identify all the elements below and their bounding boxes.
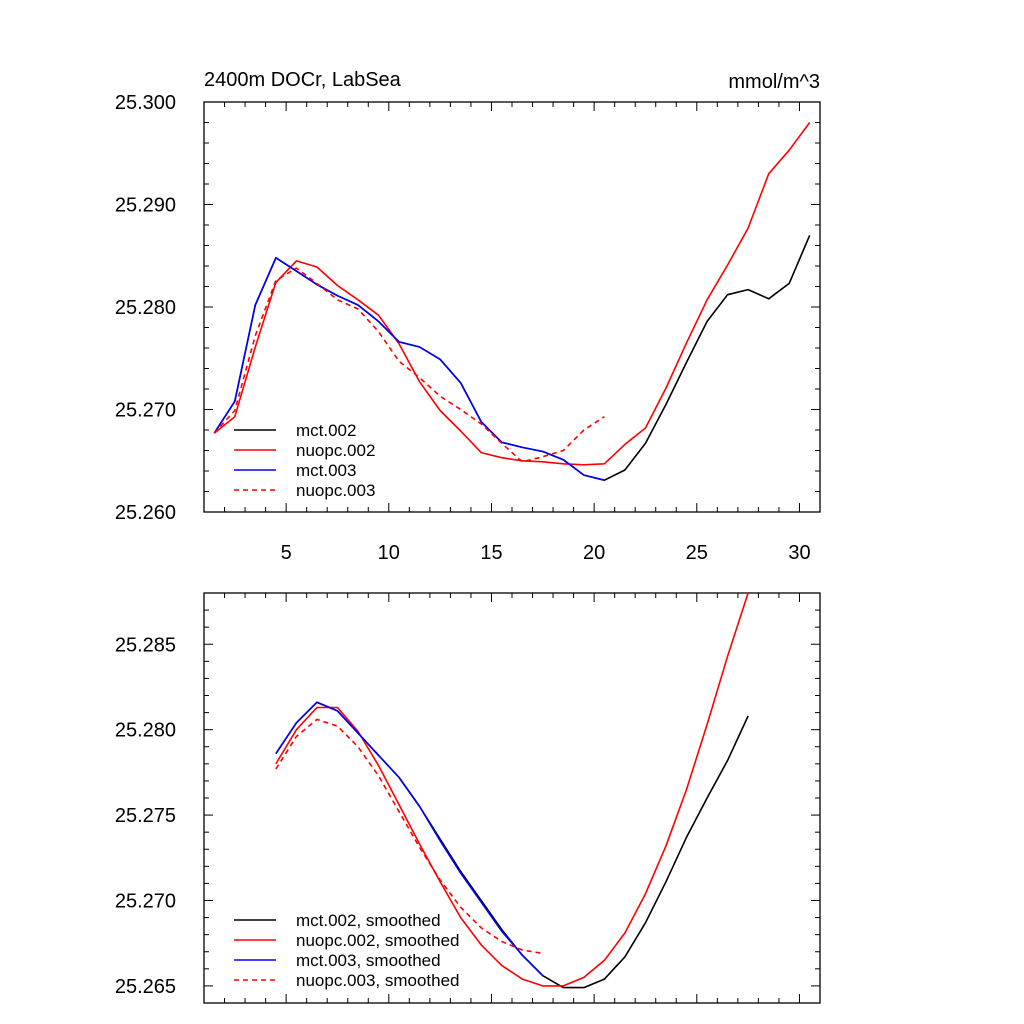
legend-label: nuopc.003, smoothed <box>296 971 460 990</box>
y-tick-label: 25.270 <box>115 400 176 422</box>
series-line-nuopc-002 <box>213 122 811 466</box>
legend-label: nuopc.002 <box>296 441 375 460</box>
x-tick-label: 5 <box>281 542 292 564</box>
x-tick-label: 20 <box>583 542 605 564</box>
x-tick-label: 30 <box>788 542 810 564</box>
chart-title: 2400m DOCr, LabSea <box>204 69 402 91</box>
legend-label: mct.002 <box>296 421 356 440</box>
y-tick-label: 25.265 <box>115 976 176 998</box>
series-line-mct-003-smoothed <box>275 701 544 977</box>
chart-units: mmol/m^3 <box>728 71 820 93</box>
x-tick-label: 15 <box>480 542 502 564</box>
y-tick-label: 25.280 <box>115 297 176 319</box>
series-line-nuopc-002-smoothed <box>275 592 749 987</box>
series-line-nuopc-003 <box>213 267 605 463</box>
y-tick-label: 25.285 <box>115 634 176 656</box>
series-line-mct-003 <box>213 256 605 481</box>
y-tick-label: 25.275 <box>115 805 176 827</box>
x-tick-label: 10 <box>378 542 400 564</box>
legend-label: mct.003, smoothed <box>296 951 441 970</box>
legend-label: nuopc.003 <box>296 481 375 500</box>
top-chart-panel: 5 10 15 20 25 30 25.260 25.270 25.280 25.290 25.30… <box>115 69 821 564</box>
legend-label: mct.002, smoothed <box>296 911 441 930</box>
y-tick-label: 25.270 <box>115 891 176 913</box>
x-tick-label: 25 <box>686 542 708 564</box>
y-tick-label: 25.260 <box>115 502 176 524</box>
bottom-chart-panel: 25.265 25.270 25.275 25.280 25.285 mct.002, s… <box>115 592 821 1004</box>
y-tick-label: 25.290 <box>115 195 176 217</box>
y-tick-label: 25.300 <box>115 92 176 114</box>
y-tick-label: 25.280 <box>115 720 176 742</box>
legend-label: mct.003 <box>296 461 356 480</box>
legend-label: nuopc.002, smoothed <box>296 931 460 950</box>
